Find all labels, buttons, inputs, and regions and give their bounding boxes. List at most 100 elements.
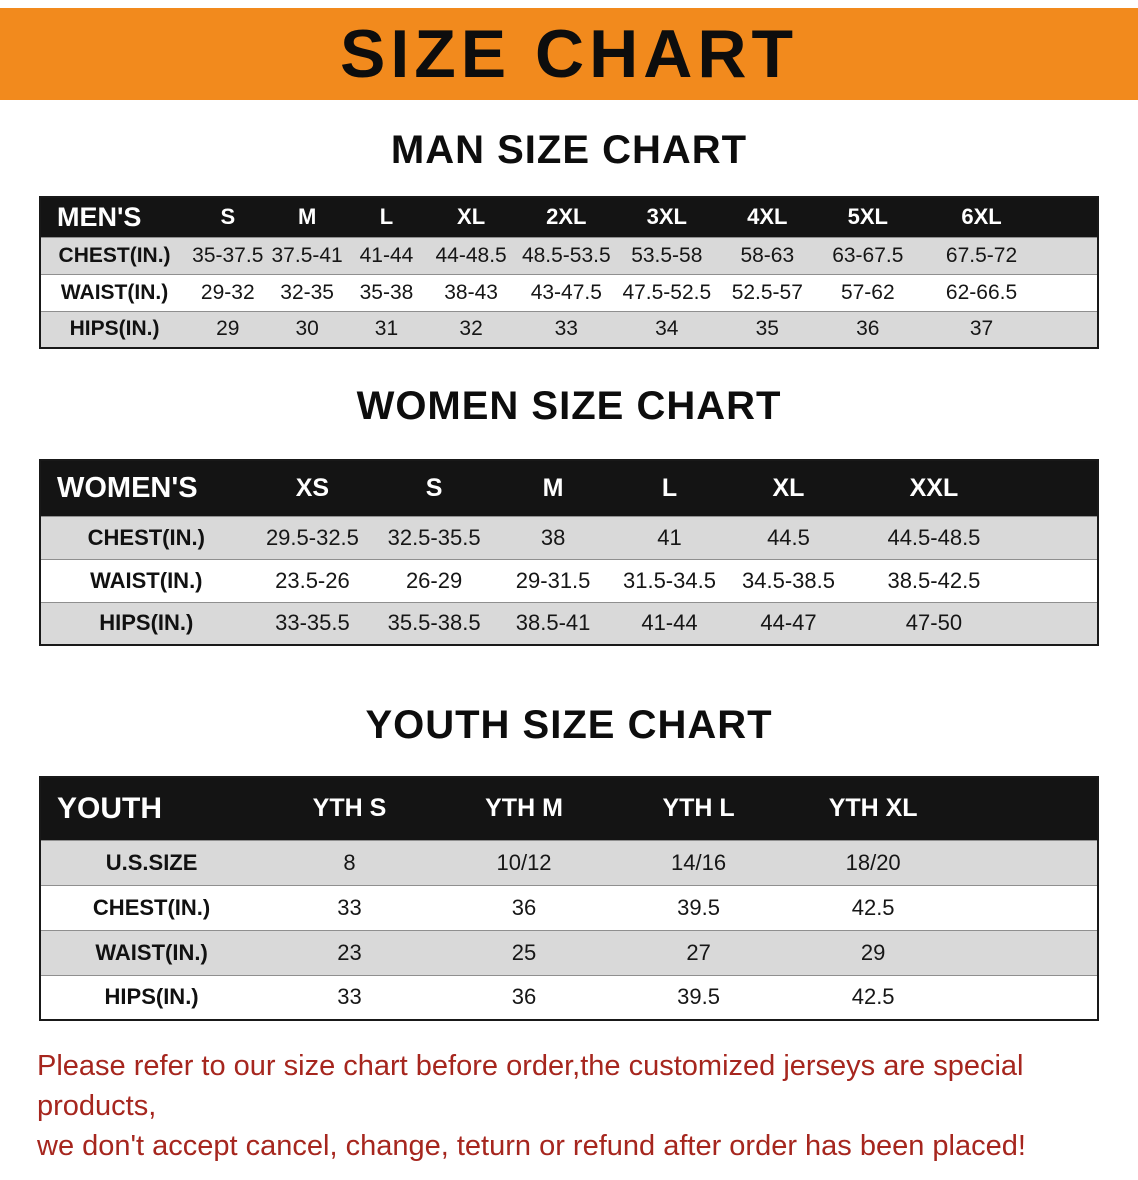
table-cell: 57-62 <box>840 280 895 304</box>
table-cell: 36 <box>511 984 537 1010</box>
disclaimer: Please refer to our size chart before or… <box>37 1046 1101 1166</box>
table-cell: 34.5-38.5 <box>742 567 835 593</box>
table-cell: 38.5-41 <box>515 610 591 636</box>
row-header: U.S.SIZE <box>105 849 198 875</box>
table-cell: 42.5 <box>851 894 895 920</box>
size-column-header: M <box>297 204 317 230</box>
table-cell: 47.5-52.5 <box>622 280 712 304</box>
size-column-header: YTH M <box>485 794 563 823</box>
size-column-header: YTH S <box>312 794 387 823</box>
spacer-cell <box>960 840 1098 885</box>
women-size-table: WOMEN'S XS S M L XL XXL CHEST(IN.) 29.5-… <box>39 459 1099 646</box>
youth-section: YOUTH SIZE CHART YOUTH YTH S YTH M YTH L… <box>0 702 1138 1021</box>
table-cell: 37.5-41 <box>271 243 343 267</box>
disclaimer-line-2: we don't accept cancel, change, teturn o… <box>37 1130 1026 1162</box>
women-hips-row: HIPS(IN.) 33-35.5 35.5-38.5 38.5-41 41-4… <box>40 602 1098 645</box>
table-cell: 30 <box>295 317 319 341</box>
table-cell: 41-44 <box>641 610 698 636</box>
row-header: WAIST(IN.) <box>60 280 169 304</box>
table-cell: 58-63 <box>740 243 795 267</box>
youth-size-table: YOUTH YTH S YTH M YTH L YTH XL U.S.SIZE … <box>39 776 1099 1021</box>
size-column-header: 4XL <box>747 204 788 230</box>
youth-header-row: YOUTH YTH S YTH M YTH L YTH XL <box>40 777 1098 840</box>
table-cell: 48.5-53.5 <box>521 243 611 267</box>
youth-hips-row: HIPS(IN.) 33 36 39.5 42.5 <box>40 975 1098 1020</box>
spacer-cell <box>960 975 1098 1020</box>
spacer-cell <box>960 930 1098 975</box>
table-cell: 42.5 <box>851 984 895 1010</box>
spacer-cell <box>1045 237 1098 274</box>
women-section: WOMEN SIZE CHART WOMEN'S XS S M L XL XXL <box>0 383 1138 646</box>
table-cell: 67.5-72 <box>945 243 1018 267</box>
women-table-label: WOMEN'S <box>57 471 198 504</box>
table-cell: 31 <box>374 317 399 341</box>
table-cell: 23.5-26 <box>275 567 350 593</box>
spacer-cell <box>1045 197 1098 237</box>
table-cell: 26-29 <box>405 567 463 593</box>
youth-section-heading: YOUTH SIZE CHART <box>365 703 773 747</box>
table-cell: 44.5 <box>767 524 810 550</box>
men-section: MAN SIZE CHART MEN'S S M L XL 2XL 3XL 4X… <box>0 127 1138 349</box>
men-table-label: MEN'S <box>57 201 142 232</box>
size-column-header: YTH L <box>662 794 735 823</box>
size-column-header: 2XL <box>546 204 587 230</box>
table-cell: 33 <box>337 894 362 920</box>
spacer-cell <box>1019 602 1098 645</box>
row-header: CHEST(IN.) <box>87 524 205 550</box>
table-cell: 29.5-32.5 <box>265 524 359 550</box>
women-chest-row: CHEST(IN.) 29.5-32.5 32.5-35.5 38 41 44.… <box>40 516 1098 559</box>
size-column-header: XL <box>772 473 805 502</box>
size-column-header: 5XL <box>847 204 888 230</box>
table-cell: 44-48.5 <box>435 243 507 267</box>
size-column-header: S <box>425 473 443 502</box>
youth-table-label: YOUTH <box>57 791 162 825</box>
size-column-header: YTH XL <box>828 794 918 823</box>
table-cell: 43-47.5 <box>530 280 602 304</box>
size-column-header: S <box>220 204 236 230</box>
spacer-cell <box>960 885 1098 930</box>
table-cell: 32.5-35.5 <box>387 524 481 550</box>
men-waist-row: WAIST(IN.) 29-32 32-35 35-38 38-43 43-47… <box>40 274 1098 311</box>
table-cell: 23 <box>337 939 362 965</box>
table-cell: 18/20 <box>845 849 901 875</box>
row-header: CHEST(IN.) <box>92 894 211 920</box>
men-chest-row: CHEST(IN.) 35-37.5 37.5-41 41-44 44-48.5… <box>40 237 1098 274</box>
table-cell: 41 <box>657 524 682 550</box>
table-cell: 32-35 <box>280 280 334 304</box>
table-cell: 36 <box>856 317 880 341</box>
women-header-row: WOMEN'S XS S M L XL XXL <box>40 460 1098 516</box>
table-cell: 33 <box>337 984 362 1010</box>
row-header: WAIST(IN.) <box>95 939 208 965</box>
table-cell: 35 <box>755 317 779 341</box>
size-column-header: XS <box>295 473 330 502</box>
table-cell: 53.5-58 <box>631 243 703 267</box>
size-column-header: 3XL <box>646 204 687 230</box>
table-cell: 34 <box>655 317 679 341</box>
table-cell: 62-66.5 <box>945 280 1018 304</box>
table-cell: 31.5-34.5 <box>622 567 716 593</box>
row-header: HIPS(IN.) <box>69 317 160 341</box>
table-cell: 44-47 <box>760 610 817 636</box>
table-cell: 35.5-38.5 <box>387 610 481 636</box>
table-cell: 44.5-48.5 <box>887 524 981 550</box>
men-section-heading: MAN SIZE CHART <box>390 128 748 172</box>
table-cell: 25 <box>511 939 537 965</box>
spacer-cell <box>1019 559 1098 602</box>
table-cell: 39.5 <box>677 894 720 920</box>
table-cell: 63-67.5 <box>832 243 904 267</box>
table-cell: 27 <box>686 939 711 965</box>
table-cell: 29 <box>860 939 886 965</box>
spacer-cell <box>1045 311 1098 348</box>
size-column-header: 6XL <box>961 204 1002 230</box>
table-cell: 39.5 <box>677 984 720 1010</box>
women-waist-row: WAIST(IN.) 23.5-26 26-29 29-31.5 31.5-34… <box>40 559 1098 602</box>
men-size-table: MEN'S S M L XL 2XL 3XL 4XL 5XL 6XL CHEST… <box>39 196 1099 349</box>
table-cell: 14/16 <box>671 849 727 875</box>
disclaimer-line-1: Please refer to our size chart before or… <box>37 1050 1024 1122</box>
youth-waist-row: WAIST(IN.) 23 25 27 29 <box>40 930 1098 975</box>
table-cell: 10/12 <box>496 849 552 875</box>
table-cell: 41-44 <box>359 243 414 267</box>
youth-ussize-row: U.S.SIZE 8 10/12 14/16 18/20 <box>40 840 1098 885</box>
spacer-cell <box>960 777 1098 840</box>
